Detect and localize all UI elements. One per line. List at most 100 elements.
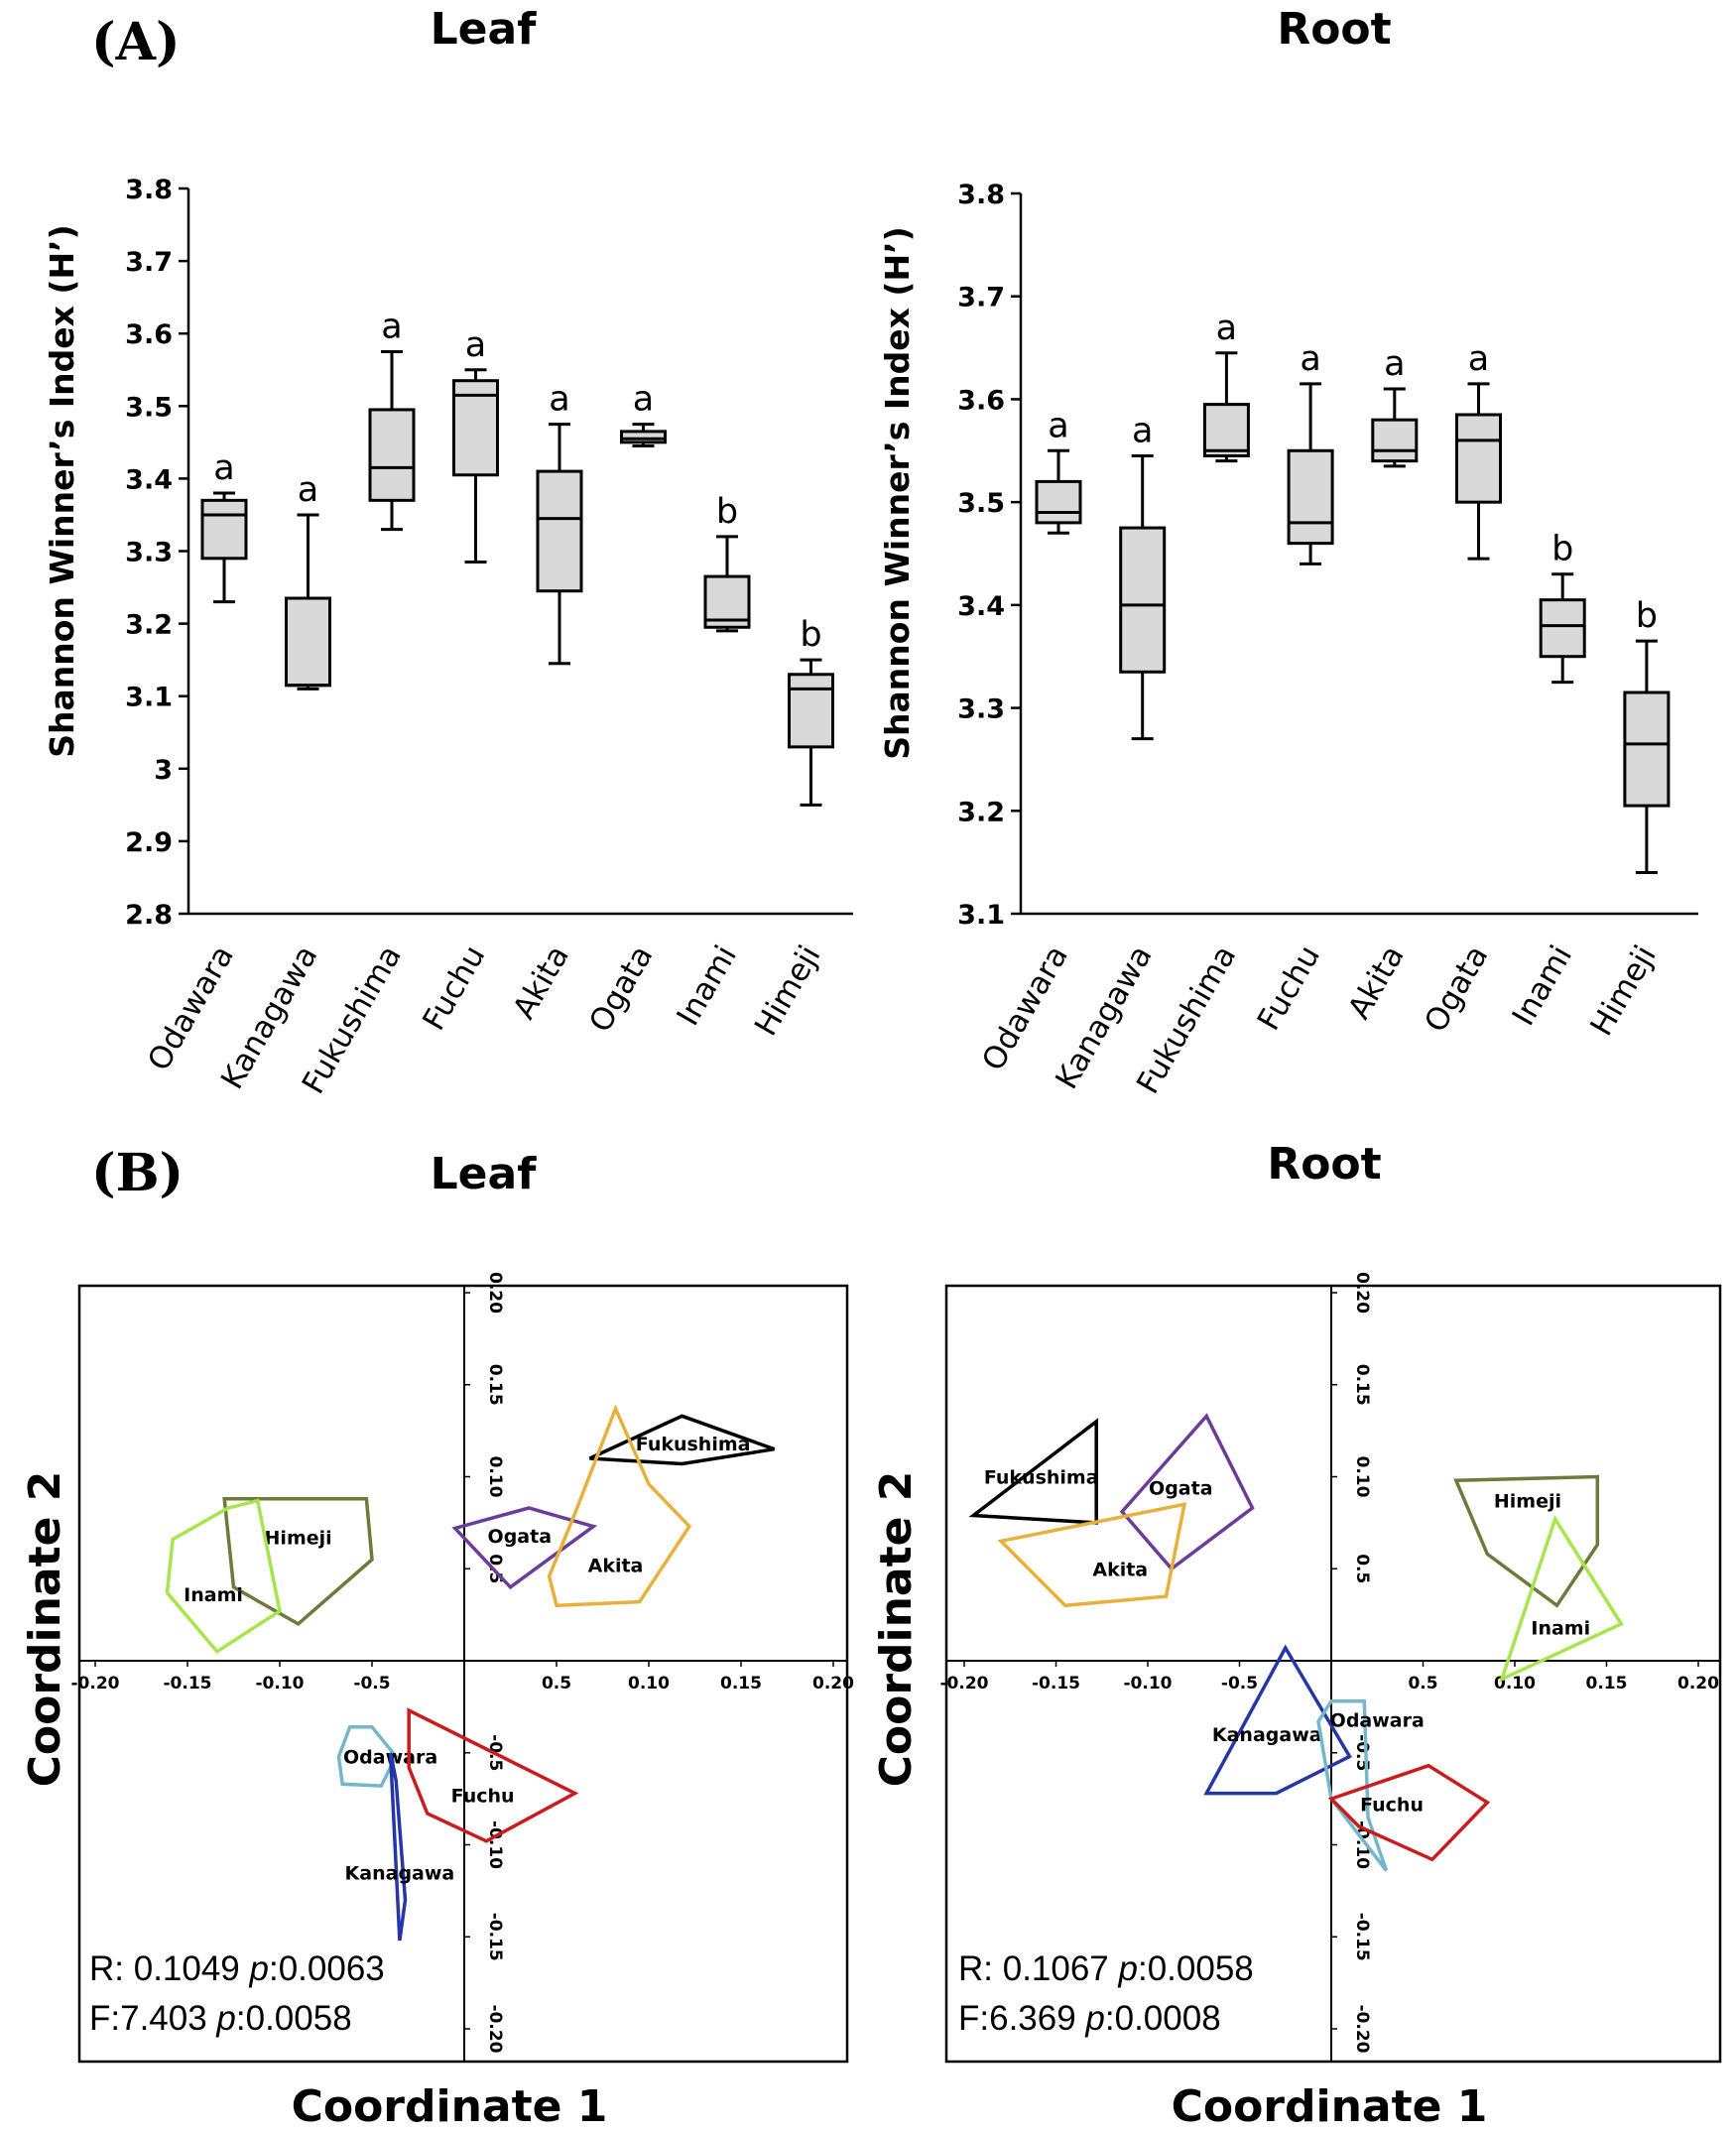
boxplot-root-himeji-box [1623,690,1671,808]
boxplot-root-ytick-label: 3.5 [957,488,1005,519]
pcoa-root-xtick-label: -0.15 [1032,1674,1080,1694]
pcoa-leaf-xtick-label: -0.20 [71,1674,120,1694]
pcoa-leaf-hull-fuchu [407,1707,579,1843]
boxplot-leaf: Leaf Shannon Winner’s Index (H’) 2.8 2.9 3… [43,4,853,1100]
boxplot-leaf-fukushima-box [368,408,416,502]
pcoa-root-ytick-label: -0.20 [1352,2005,1372,2054]
pcoa-leaf-ytick-label: -0.20 [485,2005,505,2054]
boxplot-leaf-kanagawa-significance-letter: a [298,470,318,510]
pcoa-leaf-ytick-label: 0.20 [485,1272,505,1314]
pcoa-root-xtick-label: -0.10 [1124,1674,1173,1694]
pcoa-leaf-hull-akita [547,1404,692,1608]
boxplot-root-title: Root [1277,4,1391,55]
pcoa-root-stat-r: R: 0.1067 p:0.0058 [958,1949,1254,1988]
pcoa-leaf-group-label-kanagawa: Kanagawa [345,1862,455,1884]
pcoa-root-xtick-label: 0.20 [1677,1674,1719,1694]
pcoa-root-r-p-value: :0.0058 [1138,1949,1254,1988]
pcoa-root-ytick-label: 0.20 [1352,1272,1372,1314]
pcoa-leaf-ytick-label: -0.15 [485,1913,505,1961]
boxplot-leaf-ytick-label: 3.2 [125,610,173,641]
pcoa-root-group-label-fuchu: Fuchu [1360,1795,1424,1817]
boxplot-leaf-ytick-label: 3.7 [125,247,173,278]
boxplot-root-inami-box [1539,598,1586,659]
panel-a-label: (A) [91,12,181,72]
boxplot-leaf-inami-category-label: Inami [670,940,743,1032]
pcoa-root-xtick-label: 0.15 [1586,1674,1628,1694]
boxplot-root-ytick-label: 3.8 [957,180,1005,210]
boxplot-root-fuchu-significance-letter: a [1300,339,1320,379]
pcoa-root-xtick-label: -0.20 [940,1674,989,1694]
boxplot-leaf-odawara-significance-letter: a [213,448,234,488]
pcoa-root-group-label-inami: Inami [1531,1618,1590,1640]
pcoa-leaf-group-label-ogata: Ogata [488,1526,552,1548]
pcoa-root-group-label-kanagawa: Kanagawa [1212,1724,1322,1746]
pcoa-root-hull-fukushima [968,1418,1098,1525]
boxplot-root-ogata-category-label: Ogata [1418,940,1495,1039]
boxplot-leaf-fukushima-significance-letter: a [381,307,402,346]
pcoa-root-title: Root [1267,1139,1381,1190]
boxplot-leaf-fuchu-category-label: Fuchu [416,940,492,1037]
pcoa-root-ytick-label: 0.15 [1352,1364,1372,1406]
boxplot-leaf-ytick-label: 3.4 [125,464,173,495]
pcoa-leaf-ytick-label: 0.15 [485,1364,505,1406]
pcoa-leaf-f-value: F:7.403 [89,1999,216,2038]
boxplot-root-akita-box [1371,418,1419,463]
pcoa-leaf-r-p-value: :0.0063 [269,1949,385,1988]
boxplot-root-fuchu-category-label: Fuchu [1251,940,1327,1037]
pcoa-root-xtick-label: -0.5 [1221,1674,1258,1694]
boxplot-root-fukushima-box [1202,403,1250,457]
boxplot-leaf-ytick-label: 3.3 [125,538,173,568]
boxplot-leaf-kanagawa-box [285,596,331,688]
boxplot-leaf-ytick-label: 3 [154,755,173,786]
boxplot-leaf-ytick-label: 3.8 [125,175,173,205]
pcoa-root-r-p-symbol: p [1118,1949,1138,1988]
boxplot-root-odawara-box [1035,479,1082,525]
boxplot-root-fukushima-significance-letter: a [1216,309,1237,348]
pcoa-leaf-f-p-symbol: p [215,1999,235,2038]
pcoa-leaf-ytick-label: 0.10 [485,1456,505,1498]
pcoa-root-xtick-label: 0.5 [1408,1674,1437,1694]
pcoa-root-hull-inami [1499,1515,1624,1683]
boxplot-root-ogata-significance-letter: a [1468,339,1489,379]
pcoa-root-f-p-value: :0.0008 [1105,1999,1221,2038]
pcoa-leaf-xtick-label: -0.5 [353,1674,390,1694]
boxplot-root-ogata-box [1455,413,1502,504]
boxplot-leaf-ytick-label: 3.5 [125,392,173,423]
boxplot-leaf-ytick-label: 2.9 [125,827,173,858]
pcoa-root-ytick-label: 0.10 [1352,1456,1372,1498]
boxplot-root: Root Shannon Winner’s Index (H’) 3.1 3.2 3… [878,4,1698,1100]
pcoa-leaf-xlabel: Coordinate 1 [292,2081,608,2132]
pcoa-leaf-hull-fukushima [588,1414,776,1466]
boxplot-leaf-himeji-box [788,673,834,749]
pcoa-leaf-stat-f: F:7.403 p:0.0058 [89,1999,352,2038]
boxplot-root-inami-category-label: Inami [1506,940,1579,1032]
pcoa-root-group-label-akita: Akita [1092,1559,1148,1580]
boxplot-root-kanagawa-significance-letter: a [1132,411,1153,450]
boxplot-leaf-ogata-box [620,430,667,444]
pcoa-root-group-label-himeji: Himeji [1494,1491,1561,1513]
pcoa-root-xlabel: Coordinate 1 [1172,2081,1488,2132]
pcoa-leaf-r-p-symbol: p [249,1949,269,1988]
boxplot-root-ytick-label: 3.7 [957,283,1005,314]
boxplot-leaf-ogata-significance-letter: a [633,380,654,420]
boxplot-root-ytick-label: 3.2 [957,797,1005,827]
boxplot-root-fuchu-box [1287,448,1334,546]
boxplot-leaf-ytick-label: 3.1 [125,683,173,713]
pcoa-leaf-group-label-himeji: Himeji [265,1528,332,1550]
pcoa-leaf-hull-inami [165,1498,282,1655]
pcoa-leaf-group-label-akita: Akita [588,1556,644,1577]
pcoa-leaf-xtick-label: 0.5 [542,1674,571,1694]
pcoa-leaf-xtick-label: 0.15 [720,1674,762,1694]
pcoa-root-hull-himeji [1453,1474,1600,1608]
pcoa-root-group-label-ogata: Ogata [1149,1478,1212,1500]
pcoa-root-f-value: F:6.369 [958,1999,1085,2038]
boxplot-root-odawara-significance-letter: a [1048,406,1068,445]
pcoa-leaf-hull-kanagawa [388,1752,408,1942]
boxplot-leaf-akita-significance-letter: a [549,380,569,420]
boxplot-leaf-ogata-category-label: Ogata [582,940,660,1039]
pcoa-leaf: Leaf Coordinate 1 Coordinate 2 R: 0.1049… [20,1149,854,2132]
pcoa-root-stat-f: F:6.369 p:0.0008 [958,1999,1221,2038]
pcoa-leaf-r-value: R: 0.1049 [89,1949,250,1988]
pcoa-root-ylabel: Coordinate 2 [871,1471,922,1788]
